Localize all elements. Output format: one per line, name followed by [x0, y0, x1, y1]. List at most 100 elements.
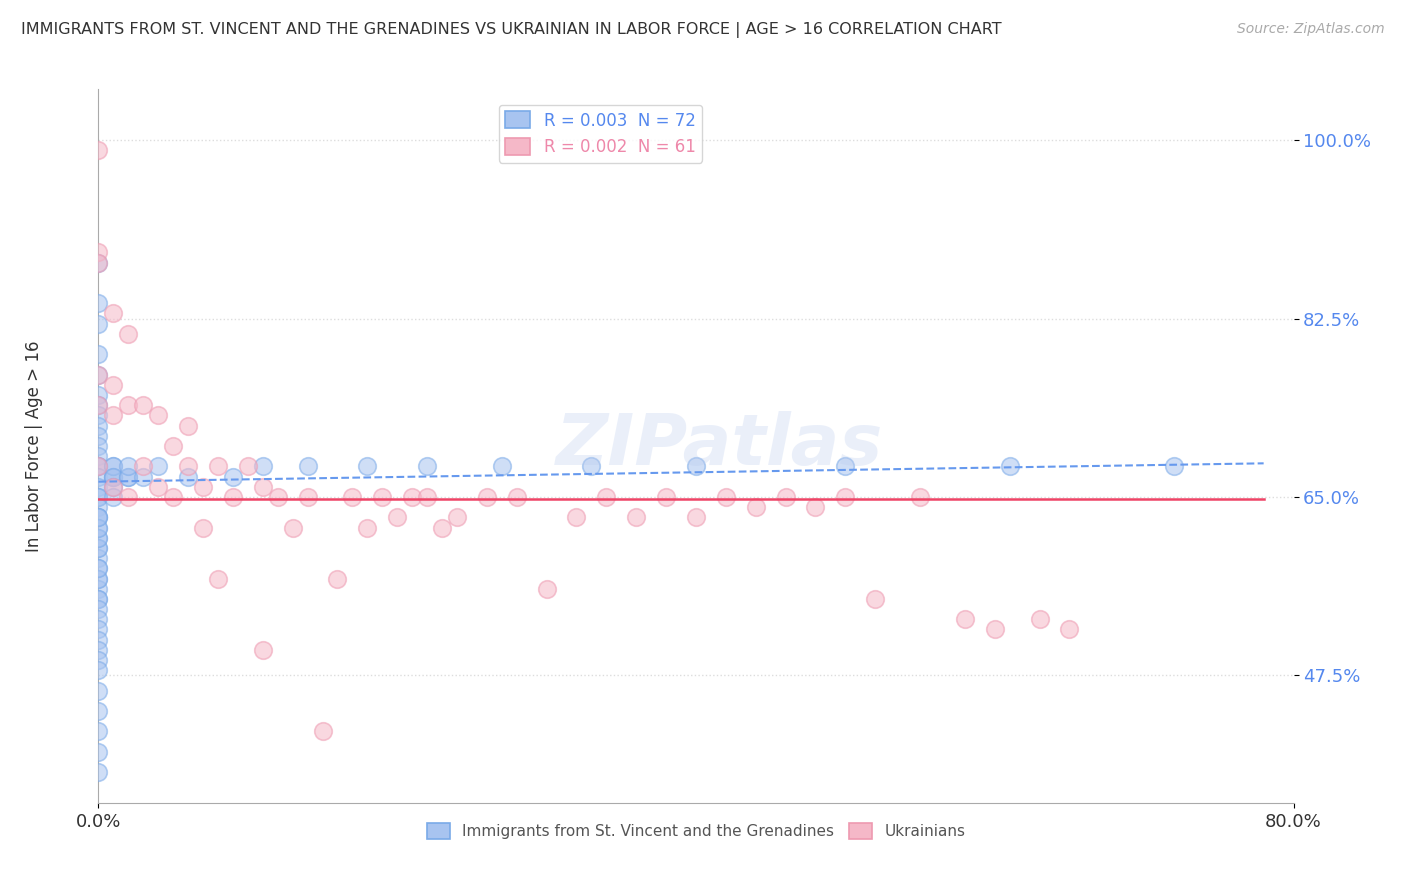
Point — [87, 745, 110, 759]
Text: ZIPatlas: ZIPatlas — [557, 411, 883, 481]
Point — [87, 663, 110, 677]
Point — [103, 480, 125, 494]
Point — [87, 255, 110, 269]
Point — [87, 551, 110, 566]
Point — [581, 459, 603, 474]
Point — [267, 490, 290, 504]
Point — [87, 683, 110, 698]
Legend: Immigrants from St. Vincent and the Grenadines, Ukrainians: Immigrants from St. Vincent and the Gren… — [420, 817, 972, 845]
Point — [87, 480, 110, 494]
Point — [87, 459, 110, 474]
Point — [565, 510, 588, 524]
Point — [834, 490, 856, 504]
Point — [117, 459, 139, 474]
Point — [132, 469, 155, 483]
Point — [87, 398, 110, 412]
Point — [87, 612, 110, 626]
Point — [87, 510, 110, 524]
Point — [685, 510, 707, 524]
Point — [103, 377, 125, 392]
Point — [297, 459, 319, 474]
Point — [87, 469, 110, 483]
Y-axis label: In Labor Force | Age > 16: In Labor Force | Age > 16 — [25, 340, 42, 552]
Point — [385, 510, 409, 524]
Point — [177, 418, 200, 433]
Point — [117, 326, 139, 341]
Point — [207, 572, 229, 586]
Point — [87, 510, 110, 524]
Point — [222, 469, 245, 483]
Point — [103, 306, 125, 320]
Point — [87, 765, 110, 780]
Point — [87, 144, 110, 158]
Point — [103, 469, 125, 483]
Point — [162, 490, 184, 504]
Point — [356, 520, 378, 534]
Point — [834, 459, 856, 474]
Point — [87, 591, 110, 606]
Point — [446, 510, 468, 524]
Point — [1059, 623, 1081, 637]
Point — [148, 459, 170, 474]
Point — [326, 572, 349, 586]
Point — [87, 520, 110, 534]
Point — [252, 480, 274, 494]
Point — [1163, 459, 1185, 474]
Point — [87, 561, 110, 575]
Point — [87, 255, 110, 269]
Point — [117, 469, 139, 483]
Point — [401, 490, 423, 504]
Point — [626, 510, 648, 524]
Point — [297, 490, 319, 504]
Point — [87, 602, 110, 616]
Point — [236, 459, 259, 474]
Point — [595, 490, 617, 504]
Point — [87, 632, 110, 647]
Point — [148, 409, 170, 423]
Point — [117, 469, 139, 483]
Point — [87, 531, 110, 545]
Point — [177, 469, 200, 483]
Text: Source: ZipAtlas.com: Source: ZipAtlas.com — [1237, 22, 1385, 37]
Point — [908, 490, 931, 504]
Point — [87, 531, 110, 545]
Point — [87, 245, 110, 260]
Point — [103, 469, 125, 483]
Point — [87, 572, 110, 586]
Point — [252, 643, 274, 657]
Point — [87, 572, 110, 586]
Point — [87, 541, 110, 555]
Point — [416, 490, 439, 504]
Point — [491, 459, 513, 474]
Point — [87, 317, 110, 331]
Point — [416, 459, 439, 474]
Point — [177, 459, 200, 474]
Point — [87, 561, 110, 575]
Point — [745, 500, 768, 515]
Point — [342, 490, 364, 504]
Point — [132, 398, 155, 412]
Point — [191, 520, 214, 534]
Point — [984, 623, 1007, 637]
Point — [87, 500, 110, 515]
Point — [87, 429, 110, 443]
Point — [87, 459, 110, 474]
Point — [103, 469, 125, 483]
Point — [475, 490, 498, 504]
Point — [714, 490, 737, 504]
Point — [252, 459, 274, 474]
Point — [222, 490, 245, 504]
Point — [281, 520, 304, 534]
Point — [87, 418, 110, 433]
Point — [953, 612, 976, 626]
Point — [103, 409, 125, 423]
Point — [103, 480, 125, 494]
Point — [103, 459, 125, 474]
Point — [87, 643, 110, 657]
Point — [162, 439, 184, 453]
Point — [775, 490, 797, 504]
Point — [356, 459, 378, 474]
Point — [87, 490, 110, 504]
Point — [87, 398, 110, 412]
Point — [103, 490, 125, 504]
